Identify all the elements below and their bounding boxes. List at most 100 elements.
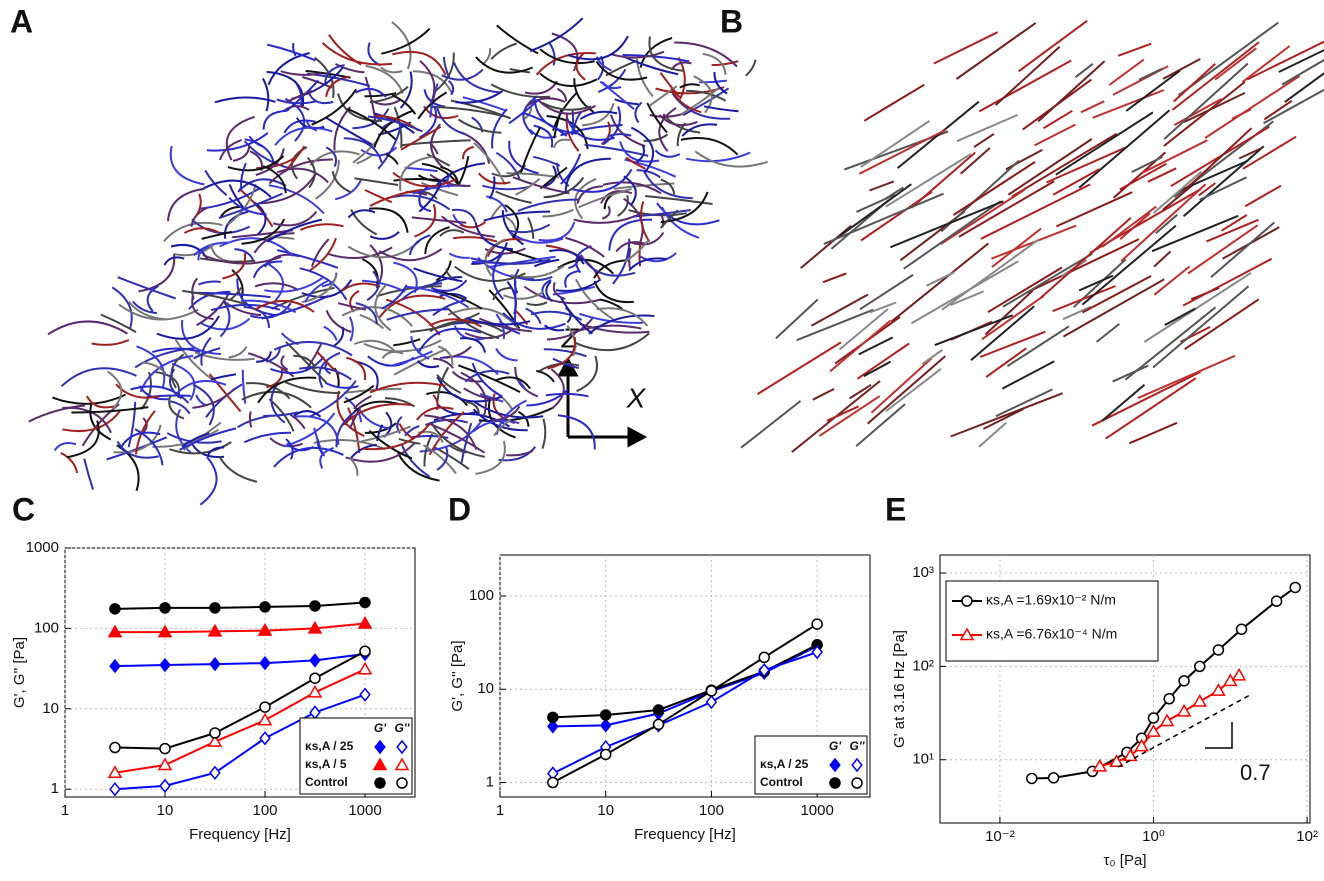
filament [1034,123,1076,147]
filament [243,140,292,170]
filament [169,400,191,415]
axis-arrow-label: X [626,382,647,413]
filament [1040,217,1132,299]
filament [885,153,972,208]
filament [324,382,359,389]
x-tick-label: 1 [496,802,504,819]
marker [157,757,173,771]
filament [410,312,480,333]
filament [475,440,506,475]
filament [206,446,225,458]
filament [958,180,1055,238]
filament [475,56,533,74]
filament [979,330,1046,358]
filament [363,339,442,353]
marker [705,685,718,697]
marker [758,651,771,664]
filament [1199,176,1247,201]
filament [636,145,645,163]
marker [1092,758,1108,772]
filament [348,405,362,430]
filament [513,280,517,327]
filament [859,274,914,311]
filament [107,370,123,410]
filament [142,417,148,433]
filament [309,380,357,418]
filament [1210,221,1276,279]
marker [359,596,371,609]
filament [495,190,532,204]
filament [526,301,548,306]
filament [822,272,847,284]
marker [109,658,121,674]
filament [1055,191,1133,228]
filament [995,45,1061,106]
filament [630,126,654,174]
filament [569,324,642,335]
filament [127,401,137,448]
filament [378,248,443,262]
x-tick-label: 10² [1296,828,1318,845]
filament [648,85,678,107]
filament [451,208,477,223]
filament [311,88,358,126]
filament [412,70,453,94]
filament [535,52,596,76]
filament [566,117,615,141]
filament [473,142,506,185]
filament [1092,89,1165,119]
panel-label: D [448,491,471,527]
filament [299,267,348,301]
marker [357,661,373,675]
marker [1194,660,1206,673]
filament [465,317,531,326]
filament [241,218,286,245]
filament [163,221,223,242]
filament [362,279,406,293]
filament [514,366,539,398]
filament [1055,111,1154,176]
arrow-head [627,426,648,448]
filament [555,278,602,292]
y-tick-label: 1000 [26,539,59,556]
filament [436,447,449,471]
filament [400,443,431,478]
x-tick-label: 1 [61,802,69,819]
filament [978,422,1007,448]
marker [811,644,823,660]
filament [309,237,337,272]
filament [353,395,372,410]
filament [460,422,473,464]
x-tick-label: 1000 [348,802,381,819]
filament [196,293,230,327]
filament [508,140,539,175]
filament [496,24,539,55]
filament [658,107,677,152]
filament [956,113,1018,143]
filament [492,252,504,301]
y-tick-label: 10 [477,680,494,697]
filament [325,310,352,333]
filament [424,414,478,450]
filament [593,259,630,279]
filament [950,290,984,307]
filament [745,59,757,77]
filament [222,299,262,317]
filament [295,415,340,445]
filament [331,170,352,194]
filament [323,325,338,341]
filament [634,101,643,124]
filament [921,349,943,365]
filament [463,387,498,402]
y-tick-label: 10 [42,700,59,717]
filament [301,279,353,299]
legend-marker [396,739,408,755]
filament [858,128,947,175]
marker [1235,623,1248,635]
filament [699,79,727,84]
arrow-head [557,356,579,377]
filament [488,289,521,330]
filament [237,415,270,429]
filament [573,111,582,129]
filament [392,350,433,367]
